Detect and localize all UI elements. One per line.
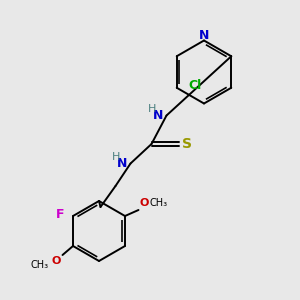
Text: N: N: [116, 157, 127, 170]
Text: CH₃: CH₃: [31, 260, 49, 270]
Text: N: N: [199, 28, 209, 42]
Text: O: O: [52, 256, 61, 266]
Text: N: N: [152, 109, 163, 122]
Text: Cl: Cl: [188, 79, 201, 92]
Text: F: F: [56, 208, 64, 221]
Text: H: H: [148, 104, 156, 114]
Text: S: S: [182, 137, 192, 151]
Text: H: H: [112, 152, 120, 162]
Text: CH₃: CH₃: [150, 198, 168, 208]
Text: O: O: [140, 199, 149, 208]
